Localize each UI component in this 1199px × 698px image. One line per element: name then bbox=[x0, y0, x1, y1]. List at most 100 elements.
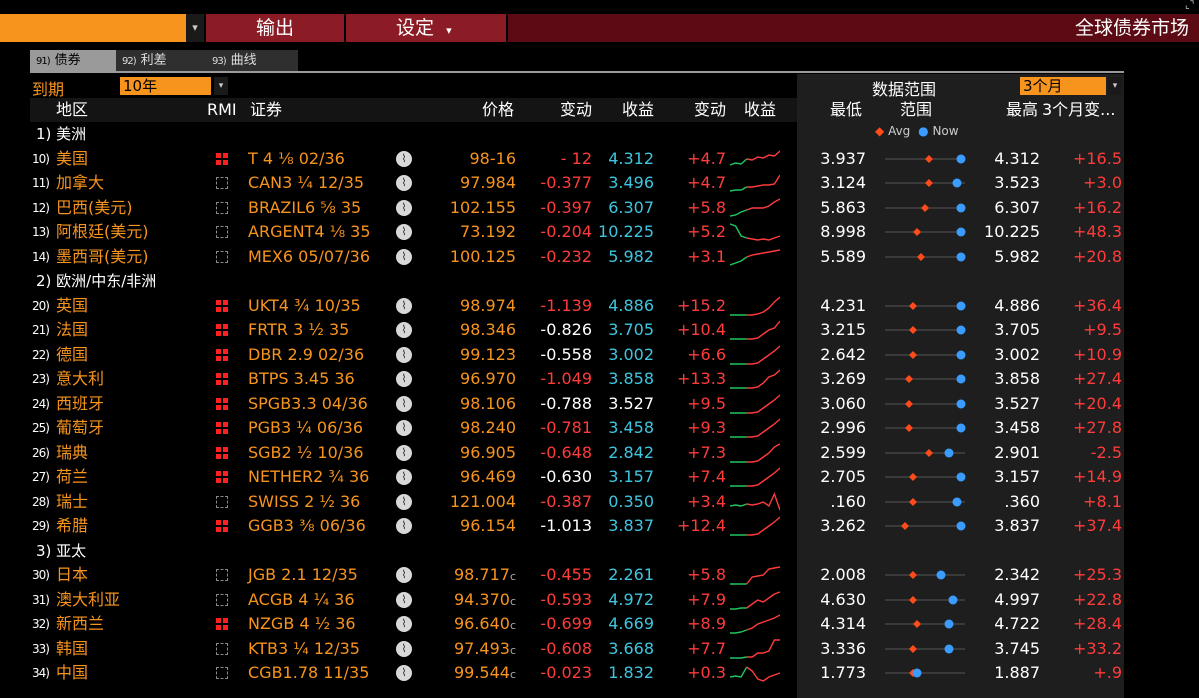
table-row[interactable]: 10) 美国 T 4 ⅛ 02/36 ⌇ 98-16 - 12 4.312 +4.7 3.937… bbox=[30, 147, 1124, 171]
region-name[interactable]: 德国 bbox=[56, 344, 89, 364]
table-row[interactable]: 22) 德国 DBR 2.9 02/36 ⌇ 99.123 -0.558 3.002 +6.6… bbox=[30, 343, 1124, 367]
rmi-icon[interactable] bbox=[216, 471, 228, 483]
region-name[interactable]: 意大利 bbox=[56, 369, 105, 388]
col-range[interactable]: 范围 bbox=[900, 100, 933, 119]
region-name[interactable]: 美国 bbox=[56, 148, 89, 168]
region-name[interactable]: 新西兰 bbox=[56, 614, 105, 633]
rmi-icon[interactable] bbox=[216, 642, 228, 655]
region-name[interactable]: 瑞典 bbox=[56, 442, 89, 462]
rmi-icon[interactable] bbox=[216, 397, 228, 410]
tab-bonds[interactable]: 91) 债券 bbox=[30, 50, 116, 71]
security-name[interactable]: FRTR 3 ½ 35 bbox=[248, 320, 350, 339]
table-row[interactable]: 30) 日本 JGB 2.1 12/35 ⌇ 98.717c -0.455 2.261 +5.… bbox=[30, 563, 1124, 587]
resize-corner-icon[interactable]: ⌞⌝ bbox=[1185, 0, 1195, 11]
table-row[interactable]: 28) 瑞士 SWISS 2 ½ 36 ⌇ 121.004 -0.387 0.350 +3.4… bbox=[30, 490, 1124, 514]
chart-icon[interactable]: ⌇ bbox=[396, 371, 412, 387]
table-row[interactable]: 29) 希腊 GGB3 ⅜ 06/36 ⌇ 96.154 -1.013 3.837 +12.4… bbox=[30, 514, 1124, 538]
security-name[interactable]: DBR 2.9 02/36 bbox=[248, 344, 365, 364]
chart-icon[interactable]: ⌇ bbox=[396, 224, 412, 240]
col-price[interactable]: 价格 bbox=[481, 100, 514, 119]
security-name[interactable]: NZGB 4 ½ 36 bbox=[248, 614, 356, 633]
security-name[interactable]: BTPS 3.45 36 bbox=[248, 369, 355, 388]
col-low[interactable]: 最低 bbox=[829, 100, 862, 119]
region-name[interactable]: 荷兰 bbox=[56, 467, 89, 486]
chart-icon[interactable]: ⌇ bbox=[396, 567, 412, 583]
table-row[interactable]: 14) 墨西哥(美元) MEX6 05/07/36 ⌇ 100.125 -0.232 5.9… bbox=[30, 245, 1124, 269]
chart-icon[interactable]: ⌇ bbox=[396, 444, 412, 461]
chart-icon[interactable]: ⌇ bbox=[396, 175, 412, 191]
table-row[interactable]: 24) 西班牙 SPGB3.3 04/36 ⌇ 98.106 -0.788 3.527 +9.… bbox=[30, 392, 1124, 416]
col-yield[interactable]: 收益 bbox=[621, 100, 654, 119]
group-header[interactable]: 3) 亚太 bbox=[30, 539, 1124, 563]
region-name[interactable]: 希腊 bbox=[56, 516, 89, 535]
security-name[interactable]: PGB3 ¼ 06/36 bbox=[248, 418, 363, 437]
range-dropdown-icon[interactable]: ▾ bbox=[1108, 77, 1122, 95]
region-name[interactable]: 韩国 bbox=[56, 638, 89, 658]
rmi-icon[interactable] bbox=[216, 520, 228, 532]
security-name[interactable]: CGB1.78 11/35 bbox=[248, 663, 370, 682]
chart-icon[interactable]: ⌇ bbox=[396, 493, 412, 510]
table-row[interactable]: 21) 法国 FRTR 3 ½ 35 ⌇ 98.346 -0.826 3.705 +10.4 3… bbox=[30, 318, 1124, 342]
region-name[interactable]: 墨西哥(美元) bbox=[56, 246, 149, 266]
security-name[interactable]: CAN3 ¼ 12/35 bbox=[248, 173, 365, 192]
region-name[interactable]: 日本 bbox=[56, 565, 89, 584]
col-high[interactable]: 最高 bbox=[1005, 100, 1038, 119]
chart-icon[interactable]: ⌇ bbox=[396, 420, 412, 436]
group-header[interactable]: 1) 美洲 bbox=[30, 122, 1124, 146]
region-name[interactable]: 西班牙 bbox=[56, 393, 105, 413]
table-row[interactable]: 12) 巴西(美元) BRAZIL6 ⅝ 35 ⌇ 102.155 -0.397 6.307… bbox=[30, 196, 1124, 220]
maturity-dropdown-icon[interactable]: ▾ bbox=[214, 77, 228, 95]
table-row[interactable]: 13) 阿根廷(美元) ARGENT4 ⅛ 35 ⌇ 73.192 -0.204 10.22… bbox=[30, 220, 1124, 244]
chart-icon[interactable]: ⌇ bbox=[396, 199, 412, 216]
command-input[interactable] bbox=[0, 14, 186, 42]
rmi-icon[interactable] bbox=[216, 152, 228, 165]
rmi-icon[interactable] bbox=[216, 618, 228, 630]
chart-icon[interactable]: ⌇ bbox=[396, 346, 412, 363]
security-name[interactable]: ARGENT4 ⅛ 35 bbox=[248, 222, 371, 241]
rmi-icon[interactable] bbox=[216, 201, 228, 214]
security-name[interactable]: SWISS 2 ½ 36 bbox=[248, 491, 361, 511]
region-name[interactable]: 英国 bbox=[56, 295, 89, 315]
region-name[interactable]: 法国 bbox=[56, 320, 89, 339]
region-name[interactable]: 巴西(美元) bbox=[56, 197, 133, 217]
security-name[interactable]: KTB3 ¼ 12/35 bbox=[248, 638, 360, 658]
settings-menu[interactable]: 设定 ▾ bbox=[346, 14, 506, 42]
rmi-icon[interactable] bbox=[216, 299, 228, 312]
region-name[interactable]: 瑞士 bbox=[56, 491, 89, 511]
region-name[interactable]: 阿根廷(美元) bbox=[56, 222, 149, 241]
rmi-icon[interactable] bbox=[216, 373, 228, 385]
table-row[interactable]: 26) 瑞典 SGB2 ½ 10/36 ⌇ 96.905 -0.648 2.842 +7.3 2… bbox=[30, 441, 1124, 465]
rmi-icon[interactable] bbox=[216, 348, 228, 361]
rmi-icon[interactable] bbox=[216, 422, 228, 434]
col-yield-chart[interactable]: 收益 bbox=[744, 100, 777, 119]
table-row[interactable]: 11) 加拿大 CAN3 ¼ 12/35 ⌇ 97.984 -0.377 3.496 +4.7… bbox=[30, 171, 1124, 195]
security-name[interactable]: NETHER2 ¾ 36 bbox=[248, 467, 370, 486]
table-row[interactable]: 23) 意大利 BTPS 3.45 36 ⌇ 96.970 -1.049 3.858 +13.… bbox=[30, 367, 1124, 391]
table-row[interactable]: 33) 韩国 KTB3 ¼ 12/35 ⌇ 97.493c -0.608 3.668 +7.7… bbox=[30, 637, 1124, 661]
security-name[interactable]: ACGB 4 ¼ 36 bbox=[248, 589, 355, 609]
security-name[interactable]: JGB 2.1 12/35 bbox=[248, 565, 358, 584]
region-name[interactable]: 澳大利亚 bbox=[56, 589, 121, 609]
output-menu[interactable]: 输出 bbox=[206, 14, 344, 42]
chart-icon[interactable]: ⌇ bbox=[396, 322, 412, 338]
rmi-icon[interactable] bbox=[216, 177, 228, 189]
table-row[interactable]: 31) 澳大利亚 ACGB 4 ¼ 36 ⌇ 94.370c -0.593 4.972 +7.… bbox=[30, 588, 1124, 612]
tab-curves[interactable]: 93) 曲线 bbox=[206, 50, 298, 71]
rmi-icon[interactable] bbox=[216, 667, 228, 679]
tab-spreads[interactable]: 92) 利差 bbox=[116, 50, 206, 71]
chart-icon[interactable]: ⌇ bbox=[396, 248, 412, 265]
table-row[interactable]: 34) 中国 CGB1.78 11/35 ⌇ 99.544c -0.023 1.832 +0.… bbox=[30, 661, 1124, 685]
region-name[interactable]: 中国 bbox=[56, 663, 89, 682]
chart-icon[interactable]: ⌇ bbox=[396, 150, 412, 167]
chart-icon[interactable]: ⌇ bbox=[396, 616, 412, 632]
rmi-icon[interactable] bbox=[216, 569, 228, 581]
rmi-icon[interactable] bbox=[216, 495, 228, 508]
col-region[interactable]: 地区 bbox=[56, 100, 89, 119]
chart-icon[interactable]: ⌇ bbox=[396, 297, 412, 314]
col-change[interactable]: 变动 bbox=[559, 100, 592, 119]
rmi-icon[interactable] bbox=[216, 226, 228, 238]
range-select[interactable]: 3个月 bbox=[1020, 77, 1106, 95]
table-row[interactable]: 25) 葡萄牙 PGB3 ¼ 06/36 ⌇ 98.240 -0.781 3.458 +9.3… bbox=[30, 416, 1124, 440]
security-name[interactable]: SGB2 ½ 10/36 bbox=[248, 442, 364, 462]
col-security[interactable]: 证券 bbox=[250, 100, 283, 119]
